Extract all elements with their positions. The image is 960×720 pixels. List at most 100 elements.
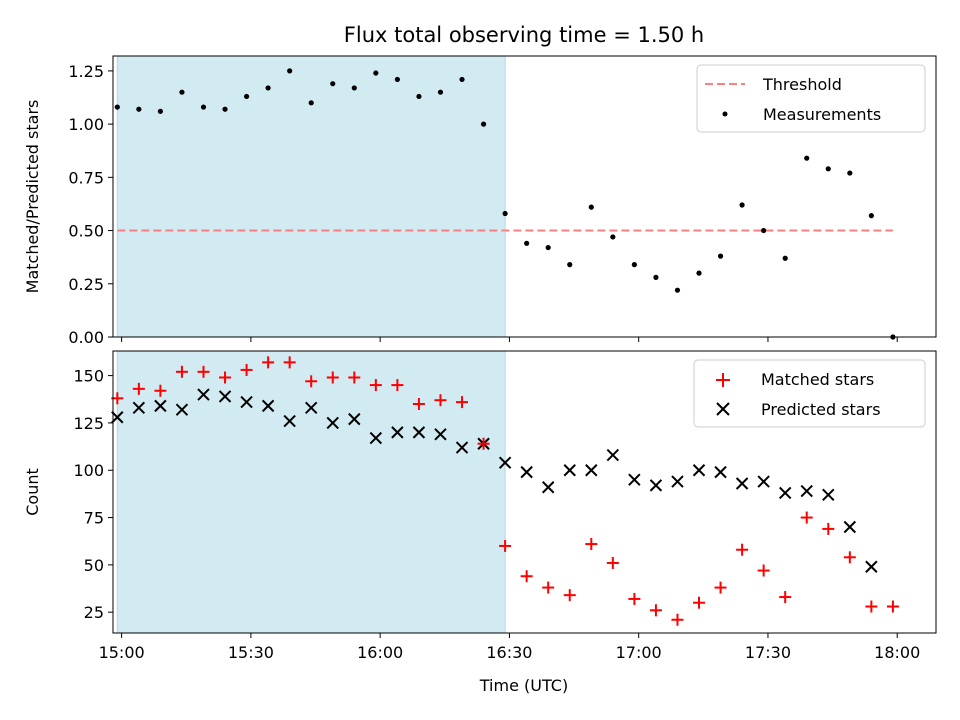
predicted-star-point bbox=[843, 520, 857, 534]
measurement-point bbox=[567, 262, 573, 268]
bottom-panel: 25 50 75 100 125 150 15:00 15:30 16:00 16:30 17:0… bbox=[23, 350, 937, 695]
measurement-point bbox=[868, 213, 874, 219]
predicted-star-point bbox=[305, 401, 318, 414]
y-tick-label: 0.25 bbox=[68, 275, 104, 294]
matched-star-point bbox=[219, 371, 232, 384]
predicted-star-point bbox=[778, 486, 792, 500]
bottom-y-axis-label: Count bbox=[23, 468, 42, 516]
measurement-point bbox=[373, 70, 379, 76]
measurement-point bbox=[847, 170, 853, 176]
y-tick-label: 125 bbox=[73, 414, 104, 433]
top-shaded-span bbox=[116, 55, 506, 338]
legend-measurements-label: Measurements bbox=[763, 105, 881, 124]
matched-star-point bbox=[779, 591, 792, 604]
bottom-legend: Matched stars Predicted stars bbox=[693, 359, 926, 428]
y-tick-label: 0.00 bbox=[68, 328, 104, 347]
matched-star-point bbox=[563, 589, 576, 602]
count-points bbox=[111, 356, 899, 626]
predicted-star-point bbox=[218, 390, 232, 403]
x-tick-label: 17:30 bbox=[745, 643, 791, 662]
legend-threshold-label: Threshold bbox=[762, 75, 842, 94]
matched-star-point bbox=[283, 356, 296, 369]
top-y-axis: 0.00 0.25 0.50 0.75 1.00 1.25 bbox=[68, 62, 113, 347]
predicted-star-point bbox=[865, 560, 878, 573]
x-tick-label: 18:00 bbox=[874, 643, 920, 662]
matched-star-point bbox=[865, 600, 878, 613]
predicted-star-point bbox=[628, 473, 641, 486]
measurement-point bbox=[653, 274, 659, 280]
y-tick-label: 50 bbox=[84, 556, 104, 575]
x-tick-label: 16:00 bbox=[357, 643, 403, 662]
measurement-point bbox=[761, 227, 767, 234]
predicted-star-point bbox=[735, 477, 749, 490]
predicted-star-point bbox=[585, 464, 598, 477]
matched-star-point bbox=[477, 437, 490, 450]
predicted-star-point bbox=[714, 465, 727, 479]
matched-star-point bbox=[606, 556, 619, 569]
bottom-shaded-span bbox=[116, 350, 506, 634]
predicted-star-point bbox=[757, 475, 770, 488]
measurement-point bbox=[243, 93, 250, 100]
measurement-point bbox=[265, 85, 271, 91]
y-tick-label: 0.75 bbox=[68, 168, 104, 187]
measurement-point bbox=[394, 76, 400, 83]
matched-star-point bbox=[326, 371, 339, 384]
y-tick-label: 150 bbox=[73, 367, 104, 386]
predicted-star-point bbox=[649, 479, 663, 492]
matched-star-point bbox=[693, 596, 706, 609]
measurement-point bbox=[545, 244, 551, 251]
matched-star-point bbox=[154, 384, 167, 397]
matched-star-point bbox=[520, 570, 533, 583]
predicted-star-point bbox=[348, 412, 361, 426]
matched-star-point bbox=[456, 396, 469, 409]
measurement-point bbox=[804, 155, 810, 161]
x-axis-label: Time (UTC) bbox=[479, 676, 568, 695]
predicted-star-point bbox=[197, 388, 210, 401]
predicted-star-point bbox=[132, 401, 146, 414]
predicted-star-point bbox=[326, 416, 339, 430]
matched-star-point bbox=[434, 394, 447, 407]
matched-star-point bbox=[132, 382, 145, 395]
matched-star-point bbox=[843, 551, 856, 564]
top-y-axis-label: Matched/Predicted stars bbox=[23, 100, 42, 294]
measurement-point bbox=[588, 204, 594, 210]
top-axes-frame bbox=[112, 55, 937, 338]
measurement-point bbox=[222, 106, 228, 112]
predicted-star-point bbox=[261, 399, 275, 413]
measurement-point bbox=[179, 89, 185, 95]
measurement-point bbox=[631, 262, 637, 268]
bottom-y-axis: 25 50 75 100 125 150 bbox=[73, 367, 113, 622]
top-panel: 0.00 0.25 0.50 0.75 1.00 1.25 Matched/Predict… bbox=[23, 55, 937, 347]
measurement-point bbox=[437, 89, 444, 95]
legend-predicted-swatch bbox=[716, 402, 730, 416]
matched-star-point bbox=[175, 365, 188, 378]
measurement-point bbox=[287, 68, 293, 74]
measurement-point bbox=[782, 255, 788, 261]
y-tick-label: 0.50 bbox=[68, 222, 104, 241]
measurement-point bbox=[480, 121, 487, 127]
predicted-star-point bbox=[175, 403, 189, 416]
legend-measurements-swatch bbox=[722, 111, 728, 117]
matched-star-point bbox=[499, 539, 512, 552]
measurement-point bbox=[351, 85, 357, 91]
measurement-points bbox=[114, 68, 896, 340]
predicted-star-point bbox=[154, 399, 167, 413]
x-tick-label: 15:00 bbox=[99, 643, 145, 662]
matched-star-point bbox=[305, 375, 318, 388]
matched-star-point bbox=[822, 522, 835, 535]
matched-star-point bbox=[240, 363, 253, 376]
predicted-star-point bbox=[283, 414, 296, 428]
matched-star-point bbox=[348, 371, 361, 384]
predicted-star-point bbox=[391, 426, 404, 439]
measurement-point bbox=[717, 253, 724, 259]
bottom-x-axis: 15:00 15:30 16:00 16:30 17:00 17:30 18:00 bbox=[99, 633, 920, 662]
matched-star-point bbox=[800, 511, 813, 524]
matched-star-point bbox=[585, 538, 598, 551]
measurement-point bbox=[416, 93, 422, 100]
y-tick-label: 1.25 bbox=[68, 62, 104, 81]
matched-star-point bbox=[671, 613, 684, 626]
y-tick-label: 1.00 bbox=[68, 115, 104, 134]
legend-predicted-label: Predicted stars bbox=[761, 400, 881, 419]
matched-star-point bbox=[262, 356, 275, 369]
measurement-point bbox=[459, 76, 465, 83]
